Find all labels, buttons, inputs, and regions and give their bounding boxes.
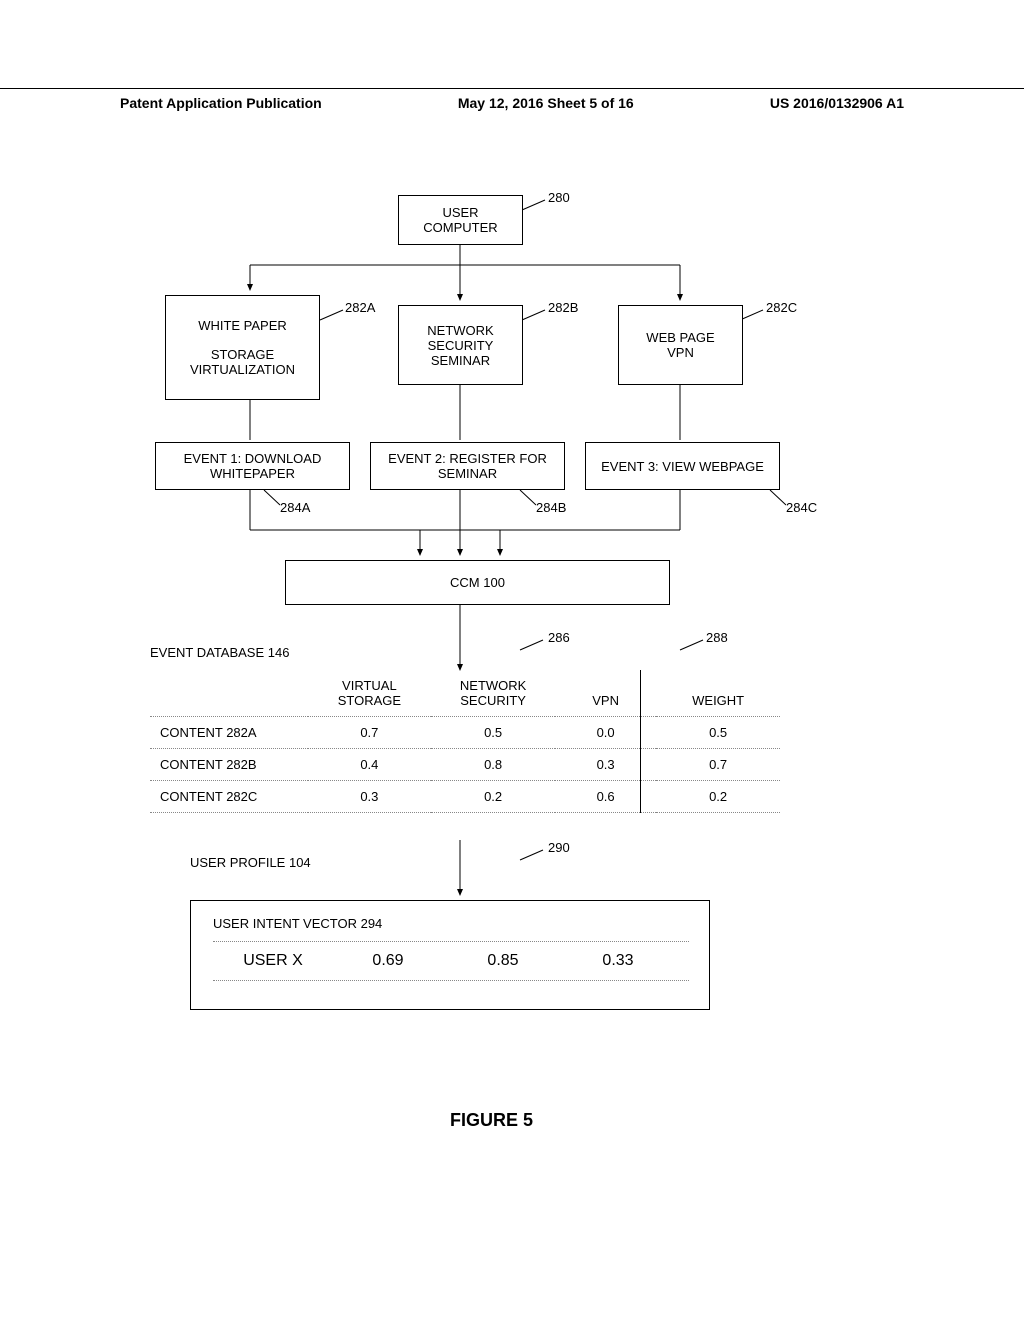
user-computer-l2: COMPUTER (423, 220, 497, 235)
wp-l4: VIRTUALIZATION (190, 362, 295, 377)
db-r1-c4: 0.7 (656, 749, 780, 781)
event1-box: EVENT 1: DOWNLOAD WHITEPAPER (155, 442, 350, 490)
db-h2: NETWORK SECURITY (431, 670, 555, 717)
ref-282c: 282C (766, 300, 797, 315)
page: Patent Application Publication May 12, 2… (0, 0, 1024, 1320)
db-r2-c3: 0.6 (555, 781, 656, 813)
ref-284b: 284B (536, 500, 566, 515)
db-r0-c4: 0.5 (656, 717, 780, 749)
event3-text: EVENT 3: VIEW WEBPAGE (601, 459, 764, 474)
event2-box: EVENT 2: REGISTER FOR SEMINAR (370, 442, 565, 490)
web-l1: WEB PAGE (646, 330, 714, 345)
page-header: Patent Application Publication May 12, 2… (0, 88, 1024, 111)
db-row-1: CONTENT 282B 0.4 0.8 0.3 0.7 (150, 749, 780, 781)
vec-c2: 0.85 (443, 952, 563, 970)
db-r1-c1: 0.4 (308, 749, 432, 781)
db-r1-c0: CONTENT 282B (150, 749, 308, 781)
figure-caption: FIGURE 5 (450, 1110, 533, 1131)
event-db-title: EVENT DATABASE 146 (150, 645, 289, 660)
vec-c3: 0.33 (563, 952, 673, 970)
db-r2-c0: CONTENT 282C (150, 781, 308, 813)
db-r2-c1: 0.3 (308, 781, 432, 813)
wp-l3: STORAGE (211, 347, 274, 362)
header-center: May 12, 2016 Sheet 5 of 16 (458, 95, 634, 111)
ref-288: 288 (706, 630, 728, 645)
db-r0-c0: CONTENT 282A (150, 717, 308, 749)
db-r2-c2: 0.2 (431, 781, 555, 813)
network-sec-box: NETWORK SECURITY SEMINAR (398, 305, 523, 385)
ref-290: 290 (548, 840, 570, 855)
user-computer-l1: USER (442, 205, 478, 220)
vec-c1: 0.69 (333, 952, 443, 970)
web-l2: VPN (667, 345, 694, 360)
ns-l3: SEMINAR (431, 353, 490, 368)
db-row-2: CONTENT 282C 0.3 0.2 0.6 0.2 (150, 781, 780, 813)
event-db-table: VIRTUAL STORAGE NETWORK SECURITY VPN WEI… (150, 670, 780, 813)
ref-286: 286 (548, 630, 570, 645)
user-profile-box: USER INTENT VECTOR 294 USER X 0.69 0.85 … (190, 900, 710, 1010)
header-right: US 2016/0132906 A1 (770, 95, 904, 111)
ref-284c: 284C (786, 500, 817, 515)
db-r0-c3: 0.0 (555, 717, 656, 749)
ref-280: 280 (548, 190, 570, 205)
diagram-area: USER COMPUTER 280 WHITE PAPER STORAGE VI… (0, 160, 1024, 1160)
user-profile-title: USER PROFILE 104 (190, 855, 311, 870)
db-h3: VPN (555, 670, 656, 717)
db-r0-c1: 0.7 (308, 717, 432, 749)
vec-c0: USER X (213, 952, 333, 970)
header-left: Patent Application Publication (120, 95, 322, 111)
db-header-row: VIRTUAL STORAGE NETWORK SECURITY VPN WEI… (150, 670, 780, 717)
web-page-box: WEB PAGE VPN (618, 305, 743, 385)
db-r1-c2: 0.8 (431, 749, 555, 781)
ref-282a: 282A (345, 300, 375, 315)
white-paper-box: WHITE PAPER STORAGE VIRTUALIZATION (165, 295, 320, 400)
ccm-box: CCM 100 (285, 560, 670, 605)
wp-l1: WHITE PAPER (198, 318, 287, 333)
ref-284a: 284A (280, 500, 310, 515)
ccm-text: CCM 100 (450, 575, 505, 590)
db-row-0: CONTENT 282A 0.7 0.5 0.0 0.5 (150, 717, 780, 749)
ns-l2: SECURITY (428, 338, 494, 353)
ref-282b: 282B (548, 300, 578, 315)
user-computer-box: USER COMPUTER (398, 195, 523, 245)
db-h4: WEIGHT (656, 670, 780, 717)
event2-text: EVENT 2: REGISTER FOR SEMINAR (375, 451, 560, 481)
db-h1: VIRTUAL STORAGE (308, 670, 432, 717)
ns-l1: NETWORK (427, 323, 493, 338)
event1-text: EVENT 1: DOWNLOAD WHITEPAPER (160, 451, 345, 481)
db-r1-c3: 0.3 (555, 749, 656, 781)
db-r0-c2: 0.5 (431, 717, 555, 749)
vector-title: USER INTENT VECTOR 294 (213, 916, 382, 931)
db-table: VIRTUAL STORAGE NETWORK SECURITY VPN WEI… (150, 670, 780, 813)
event3-box: EVENT 3: VIEW WEBPAGE (585, 442, 780, 490)
db-r2-c4: 0.2 (656, 781, 780, 813)
